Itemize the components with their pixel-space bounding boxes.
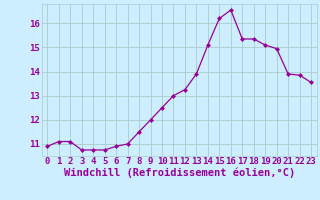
X-axis label: Windchill (Refroidissement éolien,°C): Windchill (Refroidissement éolien,°C)	[64, 168, 295, 178]
